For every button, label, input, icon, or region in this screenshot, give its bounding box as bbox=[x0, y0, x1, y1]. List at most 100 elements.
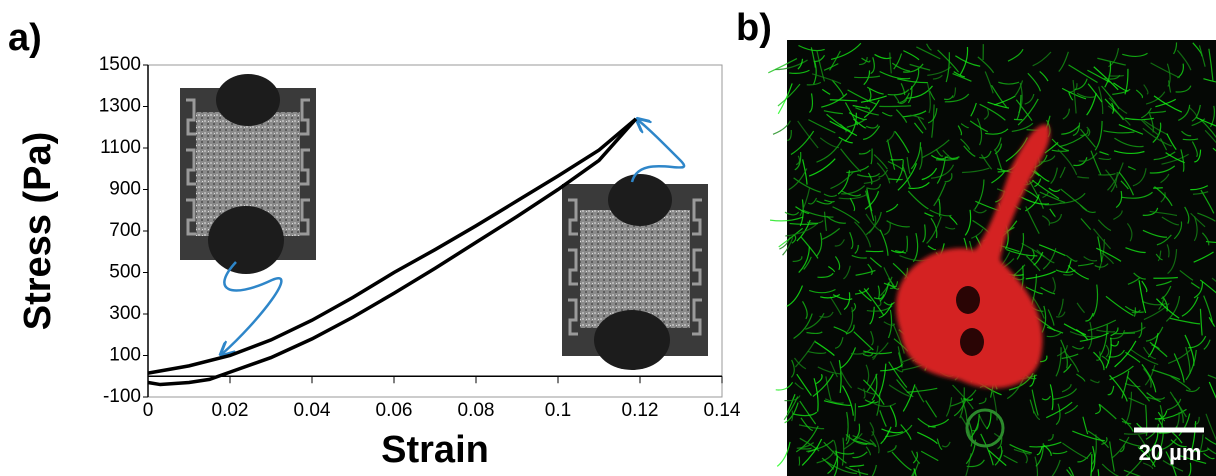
fiber bbox=[970, 102, 977, 117]
fiber bbox=[1166, 63, 1171, 87]
fiber bbox=[829, 50, 841, 71]
fiber bbox=[936, 156, 946, 184]
fiber bbox=[1025, 206, 1040, 234]
fiber bbox=[902, 110, 927, 118]
fiber bbox=[953, 398, 967, 417]
fiber bbox=[1051, 459, 1061, 476]
fiber bbox=[846, 306, 854, 333]
fiber bbox=[1085, 312, 1094, 322]
fiber bbox=[1184, 206, 1190, 224]
fiber bbox=[927, 66, 952, 76]
fiber bbox=[1050, 167, 1058, 185]
fiber bbox=[1031, 179, 1060, 200]
fiber bbox=[857, 387, 876, 395]
fiber bbox=[1194, 149, 1202, 163]
fiber bbox=[834, 256, 841, 271]
fiber bbox=[812, 373, 834, 397]
fiber bbox=[913, 122, 924, 134]
inset-left bbox=[180, 74, 316, 274]
y-tick-label: -100 bbox=[103, 386, 141, 407]
fiber bbox=[1108, 48, 1120, 68]
fiber bbox=[796, 373, 812, 396]
fiber bbox=[824, 199, 835, 203]
fiber bbox=[829, 296, 842, 316]
fiber bbox=[1046, 326, 1064, 334]
fiber bbox=[1005, 137, 1028, 162]
fiber bbox=[896, 379, 914, 398]
fiber bbox=[1055, 347, 1062, 377]
fiber bbox=[1052, 450, 1068, 455]
fiber bbox=[945, 156, 960, 160]
fiber bbox=[798, 424, 825, 430]
fiber bbox=[1096, 329, 1116, 333]
fiber bbox=[865, 190, 875, 222]
fiber bbox=[815, 232, 823, 257]
fiber bbox=[808, 288, 836, 294]
cell bbox=[896, 124, 1050, 389]
panel-label: b) bbox=[736, 7, 772, 49]
fiber bbox=[1040, 355, 1048, 363]
fiber bbox=[906, 157, 911, 175]
fiber bbox=[889, 52, 892, 74]
fiber bbox=[845, 411, 849, 441]
fiber bbox=[794, 357, 807, 370]
fiber bbox=[1198, 45, 1206, 67]
fiber bbox=[1091, 434, 1097, 465]
fiber bbox=[1142, 229, 1168, 238]
x-tick-label: 0.04 bbox=[294, 400, 331, 421]
fiber bbox=[945, 52, 950, 83]
fiber bbox=[1167, 80, 1172, 93]
fiber bbox=[833, 440, 837, 456]
fiber bbox=[1034, 178, 1042, 188]
fiber bbox=[844, 102, 859, 126]
fiber bbox=[826, 461, 858, 475]
fiber bbox=[1120, 180, 1129, 190]
fiber bbox=[866, 188, 873, 212]
fiber bbox=[876, 393, 881, 416]
fiber bbox=[1077, 176, 1090, 179]
fiber bbox=[803, 209, 834, 218]
fiber bbox=[906, 235, 909, 252]
fiber bbox=[1057, 149, 1078, 176]
fiber bbox=[867, 172, 873, 185]
fiber bbox=[1058, 298, 1064, 317]
fiber bbox=[1149, 341, 1168, 358]
fiber bbox=[829, 99, 858, 102]
fiber bbox=[854, 403, 857, 422]
fiber bbox=[1051, 149, 1070, 152]
fiber bbox=[897, 346, 904, 365]
fiber bbox=[932, 74, 943, 80]
fiber bbox=[1063, 273, 1074, 276]
fiber bbox=[863, 99, 880, 119]
fiber bbox=[800, 417, 814, 432]
fiber bbox=[849, 197, 856, 212]
micrograph bbox=[768, 40, 1216, 476]
fiber bbox=[945, 397, 953, 417]
fiber bbox=[851, 348, 872, 355]
fiber bbox=[1103, 74, 1121, 80]
fiber bbox=[1142, 207, 1159, 216]
x-tick-label: 0.06 bbox=[376, 400, 413, 421]
fiber bbox=[830, 42, 862, 61]
fiber bbox=[792, 256, 803, 263]
fiber bbox=[1072, 122, 1081, 137]
fiber bbox=[845, 434, 850, 445]
fiber bbox=[888, 384, 911, 397]
fiber bbox=[1173, 353, 1185, 383]
fiber bbox=[1204, 129, 1216, 144]
fiber bbox=[1046, 401, 1073, 419]
fiber bbox=[823, 63, 839, 71]
fiber bbox=[811, 73, 842, 85]
fiber bbox=[841, 185, 866, 195]
fiber bbox=[1108, 97, 1128, 114]
fiber bbox=[908, 181, 930, 190]
fiber bbox=[906, 387, 938, 393]
fiber bbox=[883, 267, 895, 287]
fiber bbox=[858, 149, 871, 155]
fiber bbox=[917, 417, 936, 428]
fiber bbox=[1086, 93, 1097, 116]
fiber bbox=[870, 57, 875, 75]
fiber bbox=[865, 364, 870, 384]
fiber bbox=[895, 109, 908, 123]
fiber bbox=[929, 209, 952, 217]
